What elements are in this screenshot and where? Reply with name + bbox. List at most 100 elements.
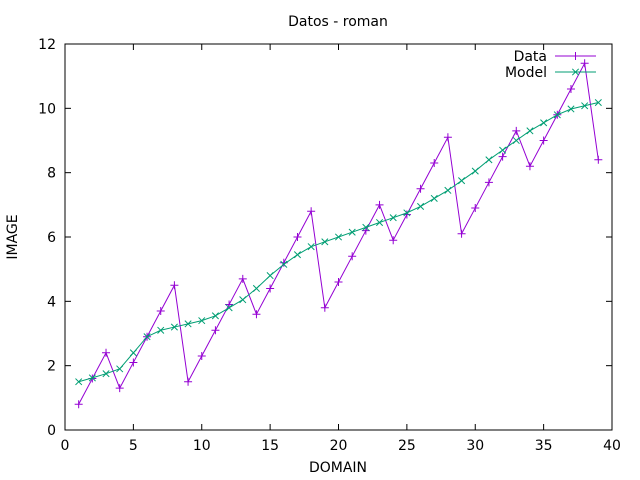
model-point xyxy=(102,370,110,378)
x-tick-label: 0 xyxy=(61,438,70,454)
y-tick-label: 4 xyxy=(47,294,56,310)
model-point xyxy=(116,365,124,373)
plot-area xyxy=(74,59,603,409)
model-point xyxy=(375,218,384,227)
model-point xyxy=(444,186,452,194)
model-point xyxy=(293,251,302,259)
y-tick-label: 12 xyxy=(38,37,56,53)
x-tick-label: 15 xyxy=(261,438,279,454)
model-point xyxy=(143,333,151,341)
data-point xyxy=(238,274,247,283)
legend-marker-data xyxy=(571,52,580,60)
model-point xyxy=(430,194,438,202)
model-point xyxy=(75,378,83,386)
data-point xyxy=(594,155,603,164)
model-point xyxy=(362,223,370,231)
data-point xyxy=(539,136,548,145)
y-axis-label: IMAGE xyxy=(5,214,21,259)
model-point xyxy=(512,136,520,145)
legend-marker-model xyxy=(571,68,580,76)
data-point xyxy=(512,126,521,135)
series-data xyxy=(74,59,603,409)
model-point xyxy=(184,320,192,328)
x-tick-label: 5 xyxy=(129,438,138,454)
data-point xyxy=(389,236,398,245)
data-point xyxy=(334,278,343,287)
data-point xyxy=(430,159,439,168)
data-point xyxy=(375,200,384,209)
data-point xyxy=(211,326,220,335)
data-point xyxy=(129,358,138,367)
model-point xyxy=(594,98,602,107)
y-tick-label: 2 xyxy=(47,359,56,375)
data-line xyxy=(78,61,599,405)
model-point xyxy=(334,233,343,241)
data-point xyxy=(320,303,329,312)
model-point xyxy=(471,167,479,175)
legend-label-model: Model xyxy=(505,65,547,81)
model-point xyxy=(252,284,261,293)
data-point xyxy=(416,184,425,193)
model-point xyxy=(540,119,548,127)
x-tick-label: 35 xyxy=(535,438,553,454)
x-tick-label: 40 xyxy=(603,438,621,454)
x-tick-label: 20 xyxy=(330,438,348,454)
data-point xyxy=(443,133,452,142)
y-tick-label: 6 xyxy=(47,230,56,246)
data-point xyxy=(102,348,111,357)
legend-label-data: Data xyxy=(514,49,547,65)
data-point xyxy=(348,252,357,261)
y-axis: 0 2 4 6 8 10 12 xyxy=(38,37,612,439)
model-point xyxy=(581,102,589,110)
data-point xyxy=(498,152,507,161)
model-point xyxy=(485,156,493,164)
model-point xyxy=(88,374,96,382)
data-point xyxy=(307,207,316,216)
model-line xyxy=(78,102,599,383)
model-point xyxy=(348,228,356,236)
x-tick-label: 30 xyxy=(466,438,484,454)
x-axis: 0 5 10 15 20 25 30 35 40 xyxy=(61,44,621,454)
series-model xyxy=(75,98,602,386)
data-point xyxy=(580,59,589,68)
data-point xyxy=(252,310,261,319)
model-point xyxy=(225,304,233,312)
model-point xyxy=(307,243,315,251)
model-point xyxy=(211,312,219,320)
data-point xyxy=(402,210,411,219)
data-point xyxy=(471,204,480,213)
model-point xyxy=(567,105,575,113)
model-point xyxy=(157,326,165,334)
y-tick-label: 8 xyxy=(47,166,56,182)
data-point xyxy=(293,233,302,241)
model-point xyxy=(129,349,137,357)
data-point xyxy=(170,281,179,290)
model-point xyxy=(416,202,425,210)
model-point xyxy=(526,127,534,135)
model-point xyxy=(280,260,288,268)
x-tick-label: 25 xyxy=(398,438,416,454)
model-point xyxy=(266,272,274,280)
data-point xyxy=(266,284,275,293)
x-tick-label: 10 xyxy=(193,438,211,454)
data-point xyxy=(115,384,124,393)
chart-title: Datos - roman xyxy=(288,14,388,30)
model-point xyxy=(458,177,466,185)
model-point xyxy=(499,146,507,154)
y-tick-label: 0 xyxy=(47,423,56,439)
model-point xyxy=(553,111,561,119)
data-point xyxy=(484,178,493,187)
model-point xyxy=(403,209,411,217)
model-point xyxy=(389,214,397,222)
data-point xyxy=(184,377,193,386)
data-point xyxy=(457,229,466,238)
data-point xyxy=(197,352,206,361)
x-axis-label: DOMAIN xyxy=(309,460,367,476)
model-point xyxy=(321,238,329,246)
y-tick-label: 10 xyxy=(38,101,56,117)
model-point xyxy=(170,323,178,331)
data-point xyxy=(156,306,165,315)
data-point xyxy=(74,400,83,409)
